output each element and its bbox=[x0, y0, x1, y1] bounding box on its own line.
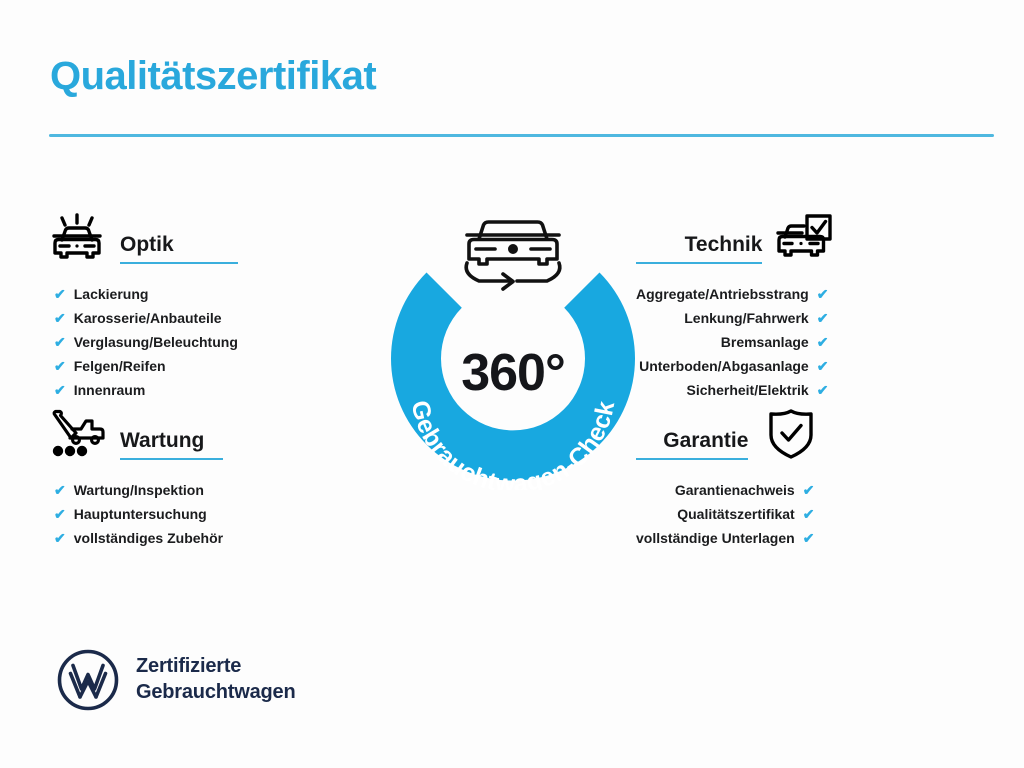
vw-logo bbox=[56, 648, 120, 712]
check-icon: ✔ bbox=[816, 358, 829, 375]
check-icon: ✔ bbox=[802, 530, 815, 547]
check-icon: ✔ bbox=[802, 482, 815, 498]
check-icon: ✔ bbox=[54, 310, 66, 327]
section-optik-titleblock: Optik bbox=[120, 233, 238, 266]
section-optik: Optik ✔ Lackierung ✔ Karosserie/Anbauteile… bbox=[46, 208, 238, 402]
car-front-checkbox-icon bbox=[774, 210, 836, 266]
list-item: ✔ Hauptuntersuchung bbox=[54, 502, 223, 526]
list-item-label: vollständiges Zubehör bbox=[73, 530, 224, 547]
list-item: ✔ Unterboden/Abgasanlage bbox=[636, 354, 828, 378]
list-item-label: Lenkung/Fahrwerk bbox=[684, 310, 809, 327]
list-item: ✔ Lenkung/Fahrwerk bbox=[636, 306, 828, 330]
list-item: ✔ Karosserie/Anbauteile bbox=[54, 306, 238, 330]
list-item: ✔ Verglasung/Beleuchtung bbox=[54, 330, 238, 354]
section-technik-title: Technik bbox=[684, 232, 763, 256]
list-item-label: Bremsanlage bbox=[720, 334, 809, 351]
list-item: ✔ Aggregate/Antriebsstrang bbox=[636, 282, 828, 306]
list-item-label: vollständige Unterlagen bbox=[636, 530, 795, 547]
list-item-label: Innenraum bbox=[73, 382, 146, 399]
wrench-car-icon bbox=[46, 406, 108, 462]
badge-ring-graphic: Gebrauchtwagen-Check bbox=[391, 220, 635, 490]
list-item-label: Aggregate/Antriebsstrang bbox=[636, 286, 809, 302]
section-wartung: Wartung ✔ Wartung/Inspektion ✔ Hauptunters… bbox=[46, 404, 224, 550]
check-icon: ✔ bbox=[816, 310, 829, 327]
list-item-label: Verglasung/Beleuchtung bbox=[73, 334, 238, 351]
car-front-shine-icon bbox=[46, 210, 108, 266]
shield-check-icon bbox=[760, 406, 822, 462]
section-garantie-rule bbox=[636, 458, 749, 460]
list-item: ✔ Lackierung bbox=[54, 282, 238, 306]
section-technik-header: Technik bbox=[636, 208, 836, 266]
page-title: Qualitätszertifikat bbox=[50, 54, 377, 98]
section-garantie-titleblock: Garantie bbox=[636, 428, 749, 462]
list-item: ✔ vollständige Unterlagen bbox=[636, 526, 814, 550]
section-technik-rule bbox=[636, 262, 763, 264]
list-item: ✔ Wartung/Inspektion bbox=[54, 478, 223, 502]
list-item-label: Hauptuntersuchung bbox=[73, 506, 207, 523]
section-optik-title: Optik bbox=[120, 232, 174, 256]
list-item: ✔ vollständiges Zubehör bbox=[54, 526, 223, 550]
section-wartung-list: ✔ Wartung/Inspektion ✔ Hauptuntersuchung ✔… bbox=[46, 478, 223, 550]
section-optik-header: Optik bbox=[46, 208, 238, 266]
list-item: ✔ Qualitätszertifikat bbox=[636, 502, 814, 526]
section-optik-rule bbox=[120, 262, 238, 264]
footer-brand-line2: Gebrauchtwagen bbox=[136, 681, 296, 703]
check-icon: ✔ bbox=[802, 506, 815, 523]
footer-brand-text: Zertifizierte Gebrauchtwagen bbox=[136, 654, 296, 705]
list-item: ✔ Sicherheit/Elektrik bbox=[636, 378, 829, 402]
list-item-label: Unterboden/Abgasanlage bbox=[639, 358, 809, 375]
section-wartung-rule bbox=[120, 458, 224, 460]
check-icon: ✔ bbox=[816, 334, 829, 351]
section-technik-list: ✔ Aggregate/Antriebsstrang ✔ Lenkung/Fahrw… bbox=[636, 282, 836, 402]
ring-shape bbox=[391, 272, 635, 481]
check-icon: ✔ bbox=[54, 482, 66, 498]
check-icon: ✔ bbox=[54, 334, 66, 351]
section-wartung-titleblock: Wartung bbox=[120, 428, 224, 462]
badge-center-label: 360° bbox=[461, 344, 566, 402]
footer-branding: Zertifizierte Gebrauchtwagen bbox=[56, 648, 296, 712]
list-item-label: Wartung/Inspektion bbox=[73, 482, 204, 498]
check-icon: ✔ bbox=[54, 286, 66, 302]
list-item-label: Sicherheit/Elektrik bbox=[686, 382, 809, 399]
footer-brand-line1: Zertifizierte bbox=[136, 655, 242, 678]
check-icon: ✔ bbox=[54, 530, 66, 547]
list-item-label: Karosserie/Anbauteile bbox=[73, 310, 222, 327]
check-icon: ✔ bbox=[816, 286, 829, 302]
list-item-label: Felgen/Reifen bbox=[73, 358, 166, 375]
section-garantie-header: Garantie bbox=[636, 404, 822, 462]
list-item: ✔ Bremsanlage bbox=[636, 330, 829, 354]
section-optik-list: ✔ Lackierung ✔ Karosserie/Anbauteile ✔ Verg… bbox=[46, 282, 238, 402]
list-item-label: Garantienachweis bbox=[674, 482, 795, 498]
list-item: ✔ Innenraum bbox=[54, 378, 238, 402]
badge-360-gebrauchtwagen-check: Gebrauchtwagen-Check 360° bbox=[378, 200, 648, 490]
list-item-label: Lackierung bbox=[73, 286, 149, 302]
title-divider bbox=[49, 134, 994, 137]
section-technik: Technik ✔ Aggregate/Antriebsstrang ✔ Lenku… bbox=[636, 208, 836, 402]
check-icon: ✔ bbox=[54, 382, 66, 399]
car-rotation-icon bbox=[464, 220, 562, 291]
list-item-label: Qualitätszertifikat bbox=[677, 506, 795, 523]
list-item: ✔ Garantienachweis bbox=[636, 478, 815, 502]
section-wartung-title: Wartung bbox=[120, 428, 205, 452]
check-icon: ✔ bbox=[54, 506, 66, 523]
section-garantie: Garantie ✔ Garantienachweis ✔ Qualitätszer… bbox=[636, 404, 822, 550]
section-garantie-list: ✔ Garantienachweis ✔ Qualitätszertifikat ✔… bbox=[636, 478, 822, 550]
section-technik-titleblock: Technik bbox=[636, 232, 763, 266]
list-item: ✔ Felgen/Reifen bbox=[54, 354, 238, 378]
check-icon: ✔ bbox=[54, 358, 66, 375]
section-wartung-header: Wartung bbox=[46, 404, 224, 462]
check-icon: ✔ bbox=[816, 382, 829, 399]
section-garantie-title: Garantie bbox=[663, 428, 749, 452]
